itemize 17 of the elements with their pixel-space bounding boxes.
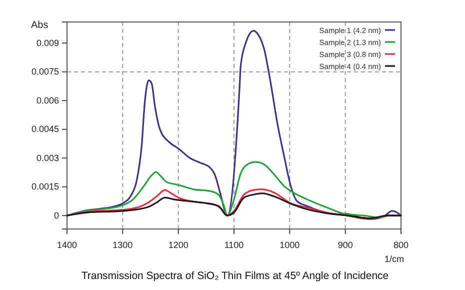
x-tick-label: 1200 [168,240,188,250]
y-tick-label: 0.006 [36,95,59,106]
x-tick-label: 1000 [280,240,300,250]
y-tick-label: 0.0015 [31,182,59,192]
y-tick-label: 0 [54,210,59,220]
x-tick-label: 1100 [224,240,244,250]
x-tick-label: 1300 [112,240,133,250]
x-tick-label: 1400 [56,240,78,250]
x-tick-label: 800 [393,240,409,250]
y-tick-label: 0.0075 [31,66,59,77]
y-tick-label: 0.0045 [31,124,59,134]
y-tick-label: 0.009 [36,38,59,48]
text: Transmission Spectra of SiO₂ Thin Films at 45º Angle of Incidence [81,270,389,282]
x-axis-title: 1/cm [384,254,404,264]
y-tick-label: 0.003 [36,152,59,163]
x-tick-label: 900 [338,240,353,250]
y-axis-title: Abs [31,20,48,31]
